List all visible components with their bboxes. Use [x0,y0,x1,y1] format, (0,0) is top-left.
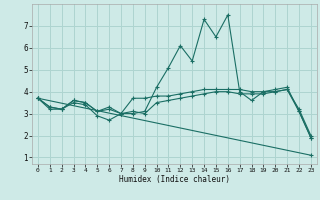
X-axis label: Humidex (Indice chaleur): Humidex (Indice chaleur) [119,175,230,184]
